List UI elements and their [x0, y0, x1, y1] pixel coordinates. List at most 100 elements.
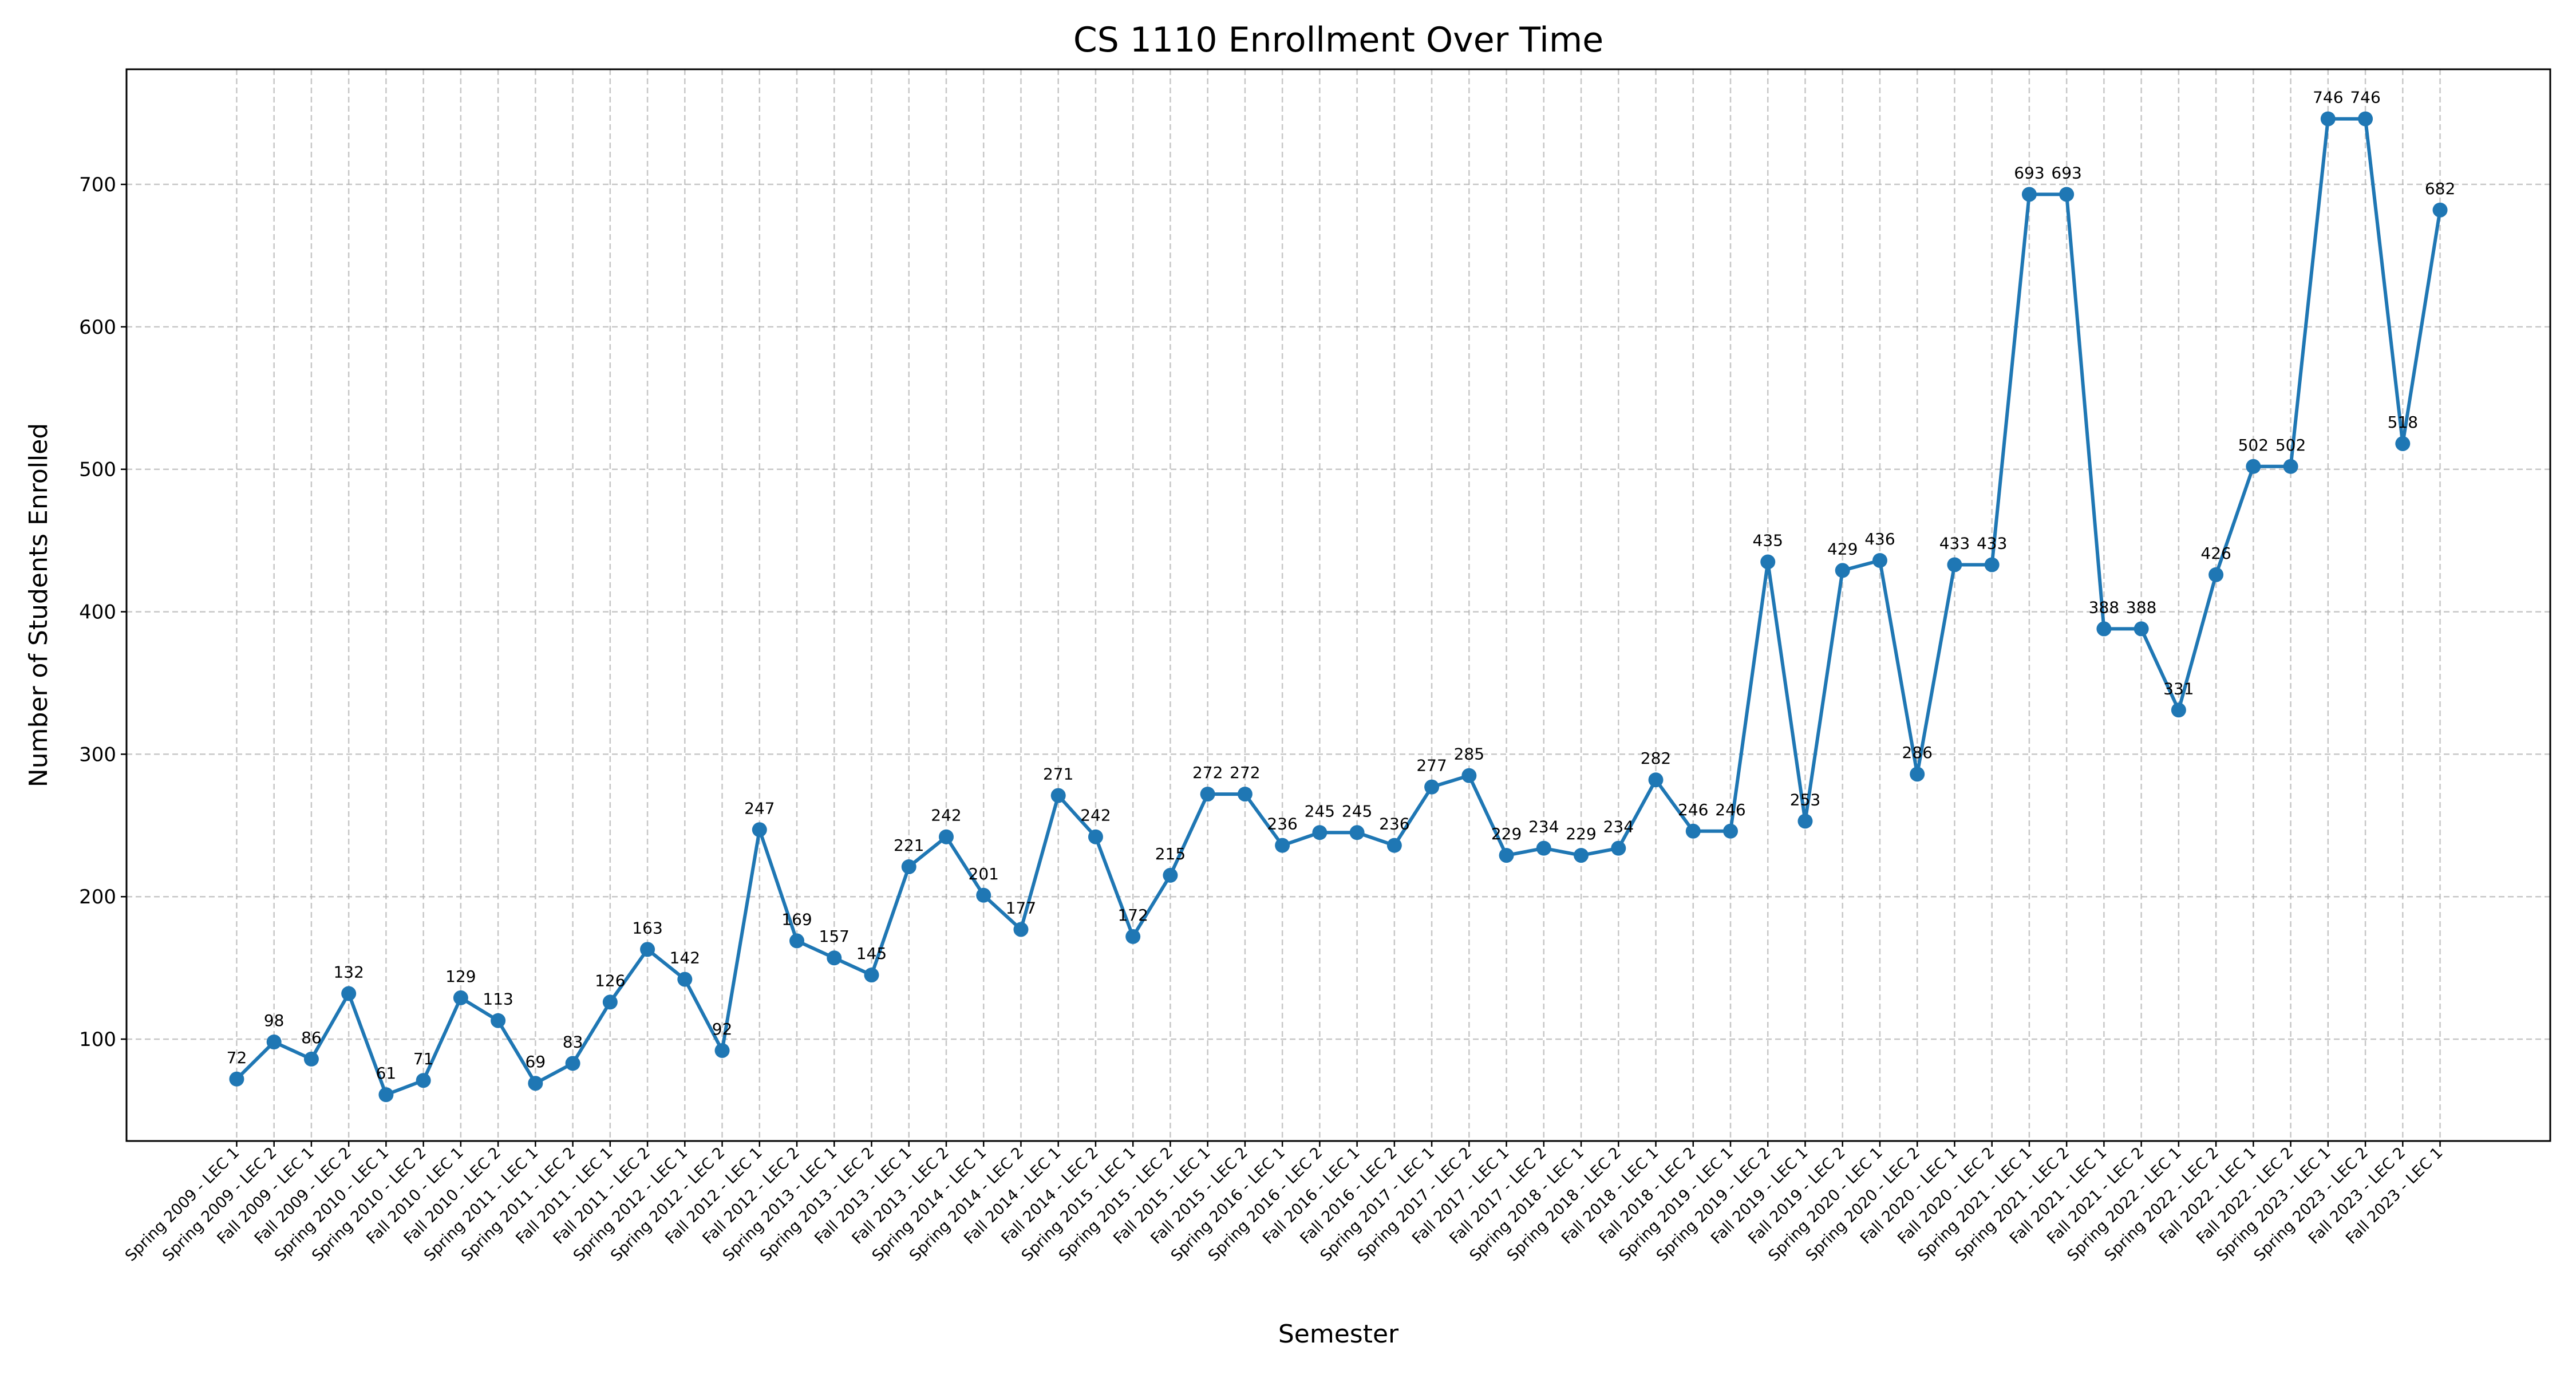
marker [1349, 825, 1365, 840]
marker [1536, 840, 1551, 856]
marker [2096, 621, 2112, 637]
marker [229, 1071, 244, 1087]
value-label: 282 [1641, 749, 1671, 768]
value-label: 229 [1491, 824, 1522, 843]
marker [1723, 823, 1739, 839]
y-tick-label: 400 [79, 601, 116, 624]
marker [901, 859, 916, 874]
y-tick-label: 700 [79, 173, 116, 196]
value-label: 113 [483, 990, 513, 1009]
marker [640, 942, 655, 957]
value-label: 693 [2014, 163, 2044, 182]
value-label: 436 [1864, 530, 1895, 548]
x-axis-label: Semester [1278, 1320, 1399, 1349]
value-label: 177 [1006, 898, 1036, 917]
value-label: 221 [894, 836, 924, 855]
marker [864, 968, 879, 983]
y-tick-label: 100 [79, 1028, 116, 1051]
marker [416, 1073, 431, 1088]
marker [1574, 848, 1589, 863]
value-label: 172 [1117, 906, 1148, 925]
value-label: 746 [2350, 88, 2380, 107]
marker [1984, 557, 2000, 572]
marker [602, 994, 618, 1010]
marker [1312, 825, 1327, 840]
marker [2283, 459, 2298, 474]
marker [341, 986, 357, 1001]
value-label: 426 [2200, 544, 2231, 563]
value-label: 126 [595, 971, 625, 990]
marker [565, 1056, 580, 1071]
marker [1685, 823, 1701, 839]
marker [1275, 838, 1290, 853]
value-label: 286 [1902, 743, 1932, 762]
value-label: 71 [413, 1049, 434, 1068]
value-label: 388 [2089, 598, 2119, 617]
marker [976, 887, 991, 903]
value-label: 163 [632, 918, 662, 937]
y-tick-label: 500 [79, 459, 116, 481]
value-label: 72 [227, 1048, 247, 1067]
value-label: 277 [1416, 756, 1447, 775]
value-label: 246 [1715, 800, 1745, 819]
marker [303, 1051, 319, 1067]
marker [491, 1013, 506, 1028]
value-label: 236 [1379, 815, 1409, 834]
value-label: 242 [1080, 806, 1111, 825]
value-label: 245 [1342, 802, 1372, 820]
value-label: 98 [264, 1011, 285, 1030]
value-label: 246 [1678, 800, 1708, 819]
marker [1013, 922, 1029, 937]
marker [1461, 768, 1477, 783]
marker [266, 1035, 282, 1050]
value-label: 502 [2275, 436, 2306, 455]
value-label: 157 [819, 927, 850, 946]
value-label: 132 [333, 962, 364, 981]
value-label: 229 [1566, 824, 1596, 843]
marker [789, 933, 805, 949]
value-label: 234 [1603, 818, 1634, 836]
marker [1050, 788, 1066, 803]
value-label: 83 [563, 1032, 583, 1051]
value-label: 242 [931, 806, 961, 825]
marker [1499, 848, 1514, 863]
value-label: 433 [1939, 534, 1970, 552]
marker [1088, 829, 1103, 844]
value-label: 285 [1454, 745, 1484, 764]
marker [2395, 436, 2411, 451]
marker [752, 822, 767, 838]
marker [1611, 840, 1626, 856]
grid [127, 69, 2550, 1141]
value-label: 245 [1305, 802, 1335, 820]
value-label: 86 [301, 1028, 322, 1047]
value-label: 429 [1827, 539, 1858, 558]
marker [1797, 814, 1813, 829]
value-label: 271 [1043, 765, 1073, 784]
marker [1386, 838, 1402, 853]
value-label: 746 [2313, 88, 2343, 107]
value-label: 236 [1267, 815, 1297, 834]
y-tick-label: 200 [79, 886, 116, 909]
marker [1163, 867, 1178, 883]
marker [938, 829, 954, 844]
marker [2320, 111, 2336, 127]
marker [1872, 552, 1887, 568]
value-label: 201 [969, 864, 999, 883]
value-label: 61 [376, 1064, 397, 1083]
value-label: 69 [526, 1052, 546, 1071]
marker [827, 950, 842, 966]
value-label: 682 [2425, 179, 2455, 198]
marker [677, 972, 693, 987]
marker [1835, 563, 1850, 578]
value-label: 169 [781, 910, 812, 929]
marker [378, 1087, 394, 1103]
value-label: 502 [2238, 436, 2269, 455]
marker [1648, 772, 1664, 788]
marker [714, 1043, 730, 1058]
marker [1200, 787, 1215, 802]
marker [2021, 187, 2037, 202]
marker [1910, 767, 1925, 782]
value-label: 272 [1192, 763, 1223, 782]
